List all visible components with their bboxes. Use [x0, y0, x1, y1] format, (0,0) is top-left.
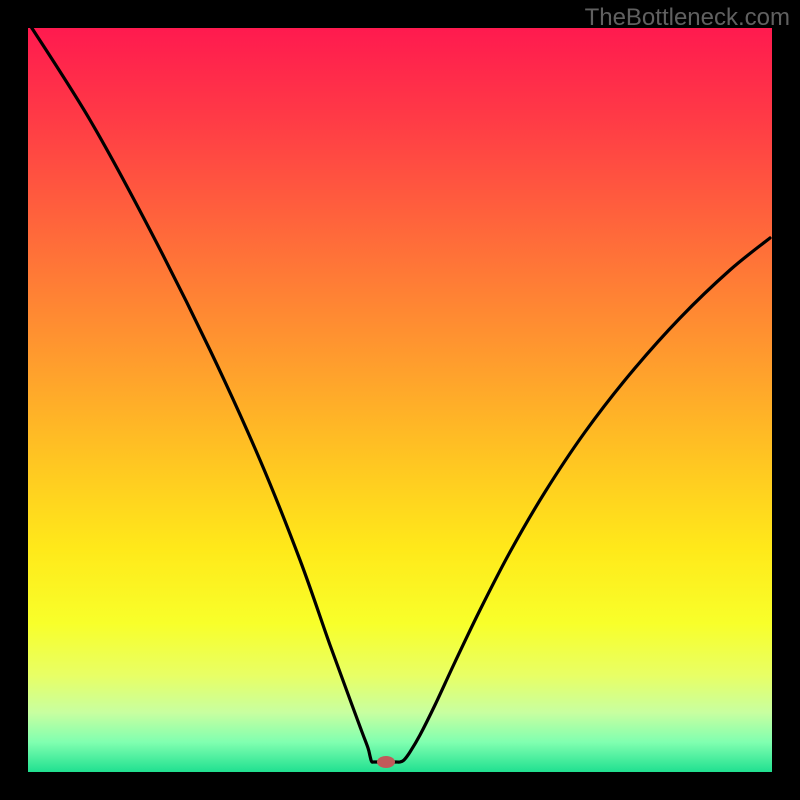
chart-container: TheBottleneck.com	[0, 0, 800, 800]
gradient-background	[28, 28, 772, 772]
optimum-marker	[377, 756, 395, 768]
watermark-label: TheBottleneck.com	[585, 4, 790, 32]
bottleneck-chart	[0, 0, 800, 800]
